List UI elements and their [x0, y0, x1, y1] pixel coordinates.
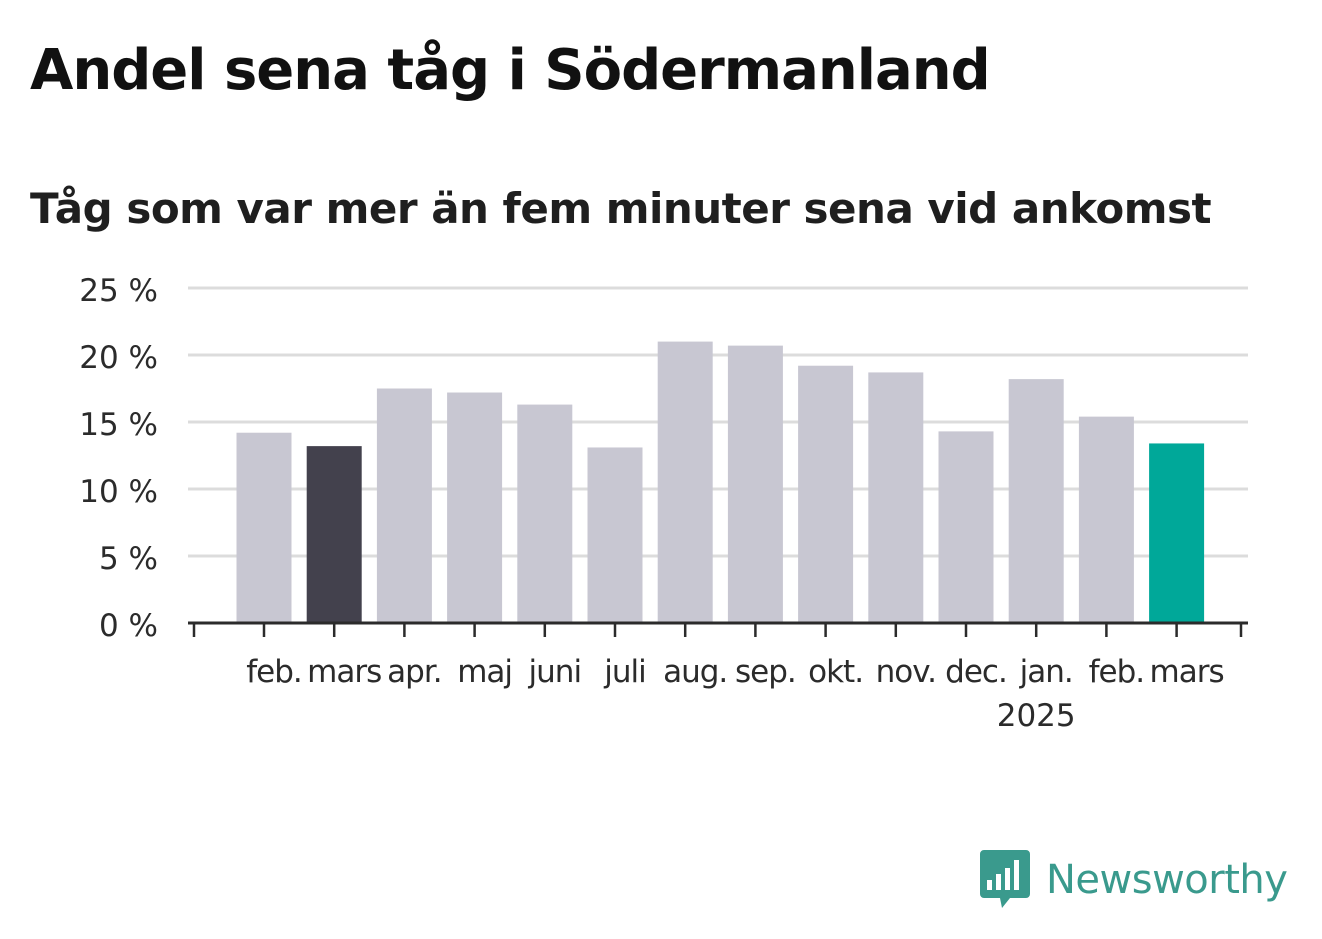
- chart-title: Andel sena tåg i Södermanland: [30, 38, 991, 103]
- x-tick-label: nov.: [876, 654, 936, 690]
- bar: [1149, 443, 1205, 623]
- bar: [798, 365, 854, 623]
- x-tick-label: dec.: [945, 654, 1007, 690]
- y-tick-label: 20 %: [79, 340, 158, 376]
- y-axis-ticks: 0 % 5 % 10 % 15 % 20 % 25 %: [79, 273, 158, 644]
- y-tick-label: 25 %: [79, 273, 158, 309]
- y-tick-label: 5 %: [99, 541, 158, 577]
- bar: [447, 392, 503, 623]
- bar: [587, 447, 643, 623]
- bar: [1078, 416, 1134, 623]
- x-tick-label: juni: [528, 654, 582, 690]
- x-tick-label: sep.: [735, 654, 796, 690]
- bar: [306, 446, 362, 623]
- bar: [376, 388, 432, 623]
- y-tick-label: 0 %: [99, 608, 158, 644]
- x-tick-label: jan.: [1019, 654, 1073, 690]
- bars: [236, 341, 1205, 623]
- x-tick-label: mars: [307, 654, 381, 690]
- bar: [236, 432, 292, 623]
- x-tick-label: apr.: [387, 654, 441, 690]
- bar: [517, 404, 573, 623]
- newsworthy-logo: Newsworthy: [980, 850, 1288, 910]
- x-year-label: 2025: [997, 698, 1076, 734]
- bar: [868, 372, 924, 623]
- x-axis: [188, 621, 1248, 637]
- bar: [938, 431, 994, 623]
- bar: [657, 341, 713, 623]
- x-tick-label: juli: [603, 654, 646, 690]
- logo-text: Newsworthy: [1046, 857, 1288, 903]
- bar: [1008, 379, 1064, 623]
- gridlines: [188, 286, 1248, 558]
- x-tick-label: mars: [1150, 654, 1224, 690]
- x-axis-ticks: feb. mars apr. maj juni juli aug. sep. okt. nov. d…: [246, 654, 1224, 734]
- x-tick-label: feb.: [1089, 654, 1145, 690]
- x-tick-label: maj: [457, 654, 512, 690]
- chart-subtitle: Tåg som var mer än fem minuter sena vid …: [30, 184, 1212, 233]
- x-tick-label: aug.: [663, 654, 727, 690]
- bar: [727, 345, 783, 623]
- x-tick-label: okt.: [808, 654, 863, 690]
- y-tick-label: 10 %: [79, 474, 158, 510]
- y-tick-label: 15 %: [79, 407, 158, 443]
- newsworthy-chart-icon: [980, 850, 1030, 908]
- bar-chart: 0 %5 %10 %15 %20 %25 % feb. mars apr. maj ju…: [79, 273, 1248, 734]
- x-tick-label: feb.: [246, 654, 302, 690]
